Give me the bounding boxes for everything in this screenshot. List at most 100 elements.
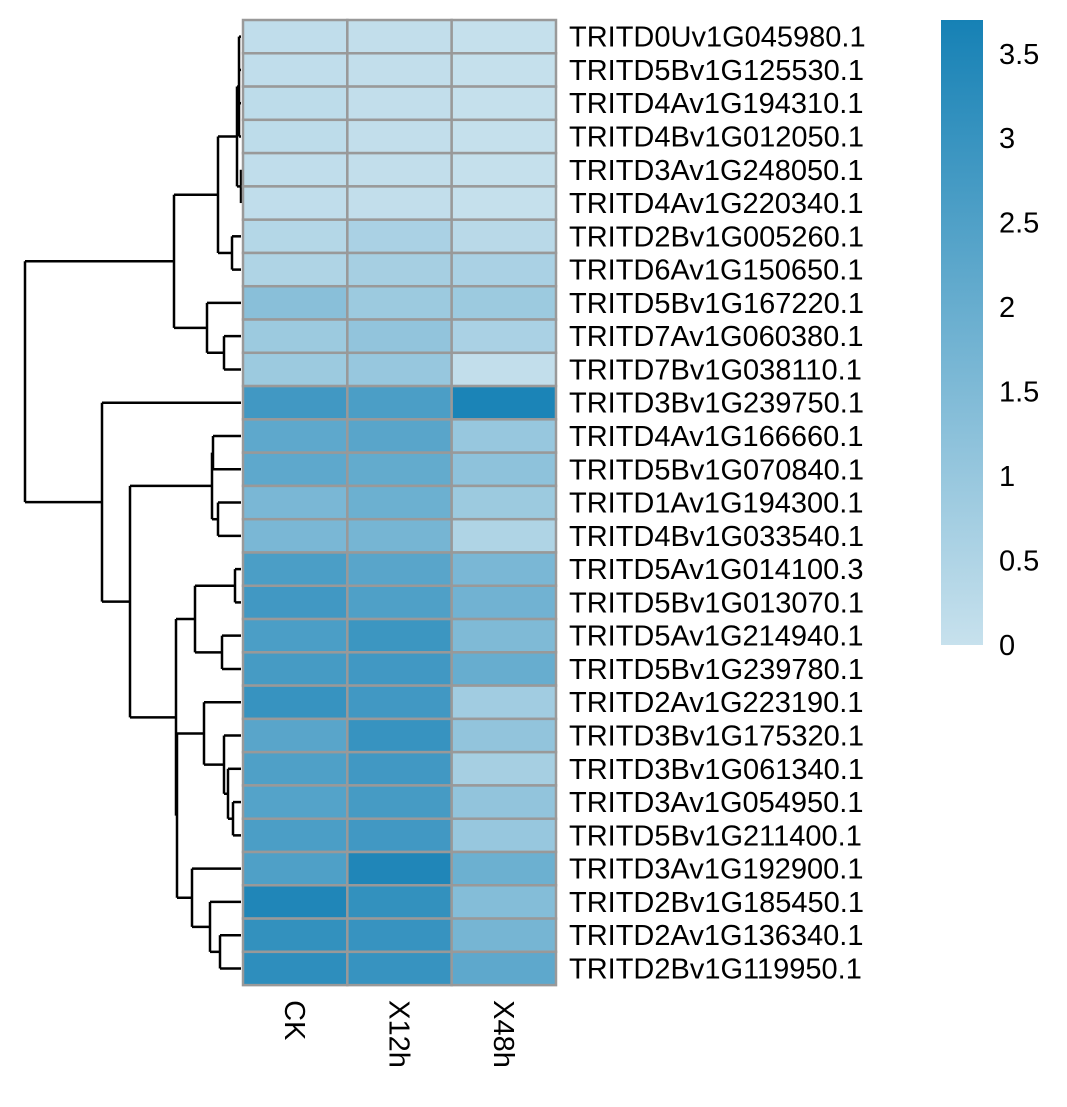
heatmap-cell xyxy=(346,617,453,654)
heatmap-cell xyxy=(346,351,453,388)
row-label: TRITD2Bv1G185450.1 xyxy=(569,887,864,919)
legend-tick-label: 2.5 xyxy=(999,208,1039,240)
heatmap-cell xyxy=(241,950,349,987)
heatmap-cell xyxy=(450,950,558,987)
heatmap-cell xyxy=(450,784,558,820)
heatmap-cell xyxy=(450,185,558,221)
heatmap-cell xyxy=(346,750,453,787)
column-label: X12h xyxy=(382,1000,414,1068)
row-label: TRITD4Av1G194310.1 xyxy=(569,88,863,120)
heatmap-cell xyxy=(346,18,453,55)
heatmap-cell xyxy=(450,551,558,588)
heatmap-cell xyxy=(346,717,453,754)
heatmap-cell xyxy=(450,517,558,554)
heatmap-cell xyxy=(346,484,453,521)
row-label: TRITD4Bv1G033540.1 xyxy=(569,521,864,553)
heatmap-cell xyxy=(346,551,453,588)
row-label: TRITD0Uv1G045980.1 xyxy=(569,22,866,54)
heatmap-cell xyxy=(450,717,558,754)
row-dendrogram xyxy=(23,35,243,970)
heatmap-cell xyxy=(450,284,558,321)
row-label: TRITD4Bv1G012050.1 xyxy=(569,121,864,153)
heatmap-cell xyxy=(346,651,453,687)
heatmap-cell xyxy=(346,517,453,554)
legend-tick-label: 3 xyxy=(999,123,1015,155)
row-label: TRITD2Av1G223190.1 xyxy=(569,687,863,719)
heatmap-cell xyxy=(346,118,453,155)
heatmap-cell xyxy=(346,850,453,887)
heatmap-cell xyxy=(346,451,453,488)
row-label: TRITD3Bv1G061340.1 xyxy=(569,754,864,786)
heatmap-cell xyxy=(241,717,349,754)
heatmap-cell xyxy=(241,185,349,221)
heatmap-cell xyxy=(241,451,349,488)
legend-ticks: 3.5 3 2.5 2 1.5 1 0.5 0 xyxy=(999,39,1039,662)
legend-tick-label: 1 xyxy=(999,461,1015,493)
legend-color-bar xyxy=(941,20,983,645)
row-label: TRITD7Av1G060380.1 xyxy=(569,321,863,353)
row-label: TRITD4Av1G220340.1 xyxy=(569,188,863,220)
heatmap-cell xyxy=(346,284,453,321)
row-label: TRITD4Av1G166660.1 xyxy=(569,421,863,453)
heatmap-cell xyxy=(450,251,558,288)
heatmap-cell xyxy=(241,517,349,554)
row-label: TRITD6Av1G150650.1 xyxy=(569,255,863,287)
column-label: X48h xyxy=(487,1000,519,1068)
heatmap-cell xyxy=(346,584,453,621)
heatmap-cell xyxy=(241,52,349,88)
heatmap-cell xyxy=(450,85,558,122)
row-label: TRITD5Bv1G013070.1 xyxy=(569,587,864,619)
heatmap-cell xyxy=(450,584,558,621)
row-label: TRITD2Av1G136340.1 xyxy=(569,920,863,952)
heatmap-cell xyxy=(346,384,453,421)
heatmap-cell xyxy=(450,418,558,454)
heatmap-cell xyxy=(346,185,453,221)
row-label: TRITD3Av1G192900.1 xyxy=(569,854,863,886)
row-label: TRITD5Bv1G211400.1 xyxy=(569,820,862,852)
heatmap-cell xyxy=(346,52,453,88)
heatmap-cell xyxy=(346,85,453,122)
heatmap-cell xyxy=(450,52,558,88)
row-label: TRITD3Bv1G239750.1 xyxy=(569,388,864,420)
column-label: CK xyxy=(278,1000,310,1041)
heatmap-cell xyxy=(241,551,349,588)
row-label: TRITD7Bv1G038110.1 xyxy=(569,354,862,386)
heatmap-cell xyxy=(346,884,453,920)
heatmap-cell xyxy=(346,418,453,454)
heatmap-cell xyxy=(450,850,558,887)
legend-tick-label: 0.5 xyxy=(999,546,1039,578)
heatmap-cell xyxy=(241,384,349,421)
heatmap-cell xyxy=(346,318,453,355)
heatmap-cell xyxy=(241,850,349,887)
heatmap-cell xyxy=(241,884,349,920)
heatmap-cell xyxy=(450,651,558,687)
heatmap-cell xyxy=(241,784,349,820)
row-label: TRITD2Bv1G005260.1 xyxy=(569,221,864,253)
heatmap-cell xyxy=(241,817,349,854)
heatmap-grid xyxy=(241,18,558,987)
heatmap-cell xyxy=(450,750,558,787)
legend-tick-label: 0 xyxy=(999,630,1015,662)
row-label: TRITD5Bv1G070840.1 xyxy=(569,454,864,486)
row-labels: TRITD0Uv1G045980.1TRITD5Bv1G125530.1TRIT… xyxy=(569,22,866,986)
heatmap-cell xyxy=(241,18,349,55)
heatmap-cell xyxy=(241,251,349,288)
heatmap-cell xyxy=(450,218,558,255)
heatmap-cell xyxy=(450,18,558,55)
heatmap-cell xyxy=(346,950,453,987)
row-label: TRITD1Av1G194300.1 xyxy=(569,488,863,520)
heatmap-cell xyxy=(346,251,453,288)
row-label: TRITD5Bv1G167220.1 xyxy=(569,288,864,320)
heatmap-cell xyxy=(450,384,558,421)
heatmap-cell xyxy=(241,418,349,454)
row-label: TRITD2Bv1G119950.1 xyxy=(569,953,862,985)
heatmap-cell xyxy=(241,351,349,388)
heatmap-cell xyxy=(241,118,349,155)
row-label: TRITD3Av1G248050.1 xyxy=(569,155,863,187)
heatmap-cell xyxy=(450,617,558,654)
row-label: TRITD5Av1G014100.3 xyxy=(569,554,863,586)
heatmap-cell xyxy=(450,684,558,721)
heatmap-cell xyxy=(241,151,349,188)
heatmap-cell xyxy=(450,118,558,155)
